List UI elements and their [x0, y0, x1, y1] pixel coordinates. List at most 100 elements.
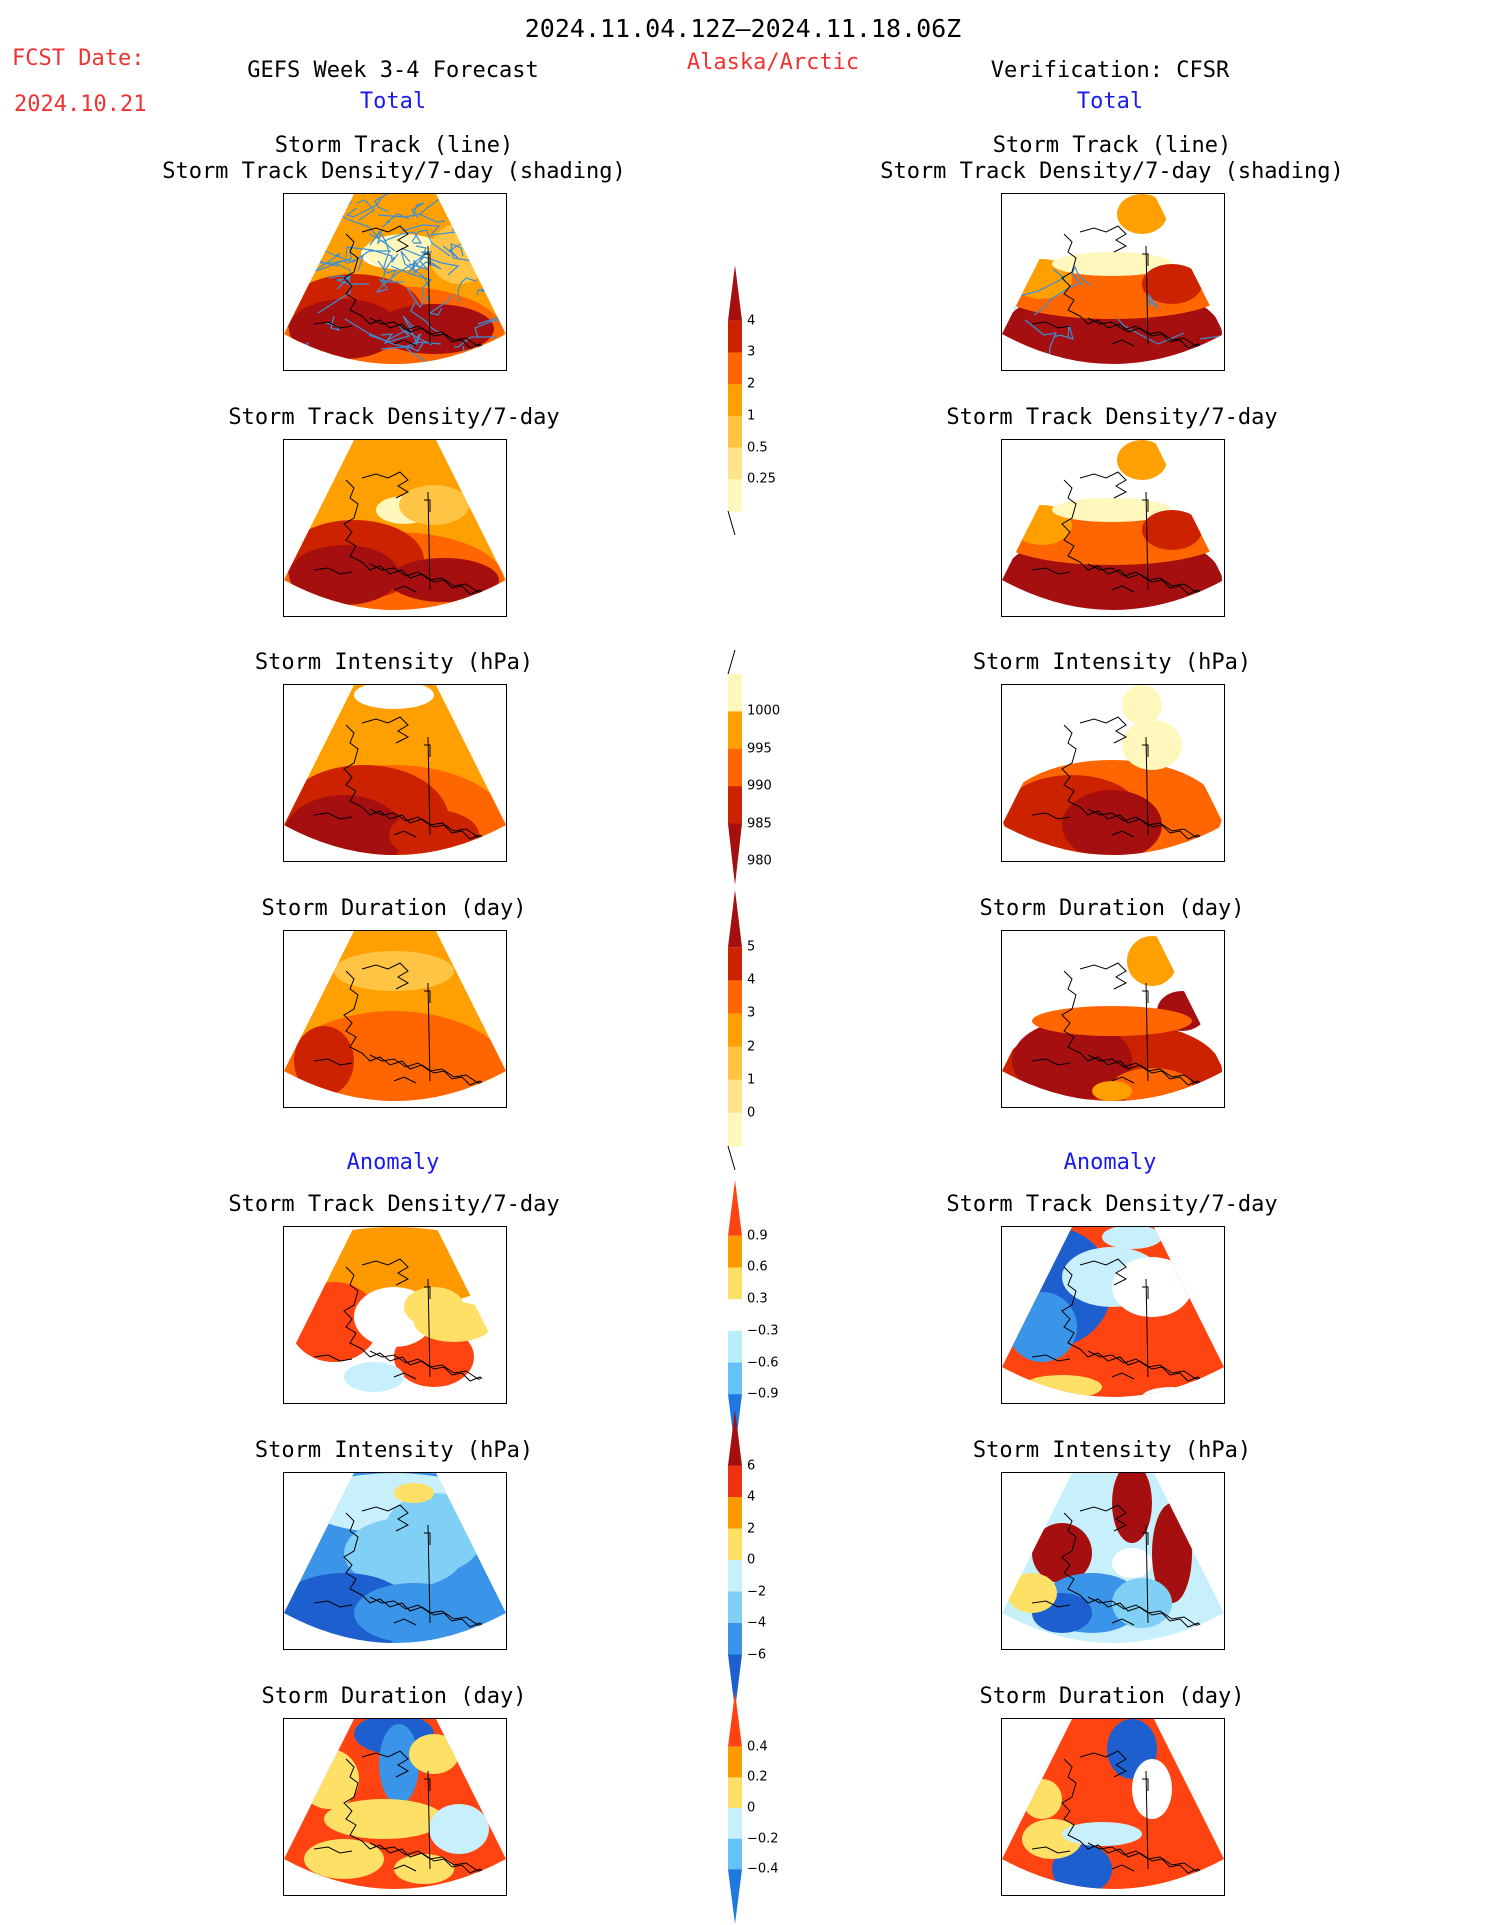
colorbar-tick-label: −0.9 — [747, 1386, 779, 1402]
coastline — [1031, 1058, 1071, 1066]
colorbar-swatch — [728, 1777, 742, 1809]
shading-region — [409, 1734, 459, 1774]
coastline — [1111, 830, 1135, 838]
coastline — [1031, 1354, 1071, 1362]
colorbar-tick-label: −0.2 — [747, 1831, 779, 1847]
coastline — [1111, 339, 1135, 347]
shading-region — [1052, 1844, 1112, 1889]
coastline — [393, 585, 417, 593]
panel-title: Storm Track Density/7-day (shading) — [880, 159, 1344, 184]
coastline — [424, 1778, 431, 1791]
coastline — [1087, 1596, 1223, 1632]
storm-track-line — [400, 247, 460, 276]
coastline — [369, 808, 505, 844]
shading-region — [1007, 1573, 1057, 1613]
coastline — [313, 1846, 353, 1854]
storm-track-line — [345, 196, 383, 218]
coastline — [1111, 1618, 1135, 1626]
coastline — [343, 1266, 505, 1390]
verification-map-panel — [1001, 1472, 1225, 1650]
colorbar-tick-label: 4 — [747, 1489, 756, 1505]
colorbar-tick-label: 4 — [747, 313, 756, 329]
storm-track-line — [413, 260, 442, 275]
panel-title: Storm Intensity (hPa) — [972, 1438, 1252, 1463]
colorbar-tick-label: 2 — [747, 1521, 756, 1536]
colorbar-swatch — [728, 352, 742, 385]
coastline — [1087, 563, 1223, 599]
fcst-date-label: FCST Date: — [12, 46, 145, 71]
coastline — [361, 471, 410, 499]
colorbar-swatch — [728, 1623, 742, 1655]
storm-track-line — [380, 324, 411, 345]
storm-track-line — [474, 309, 506, 339]
colorbar-swatch — [728, 1330, 742, 1364]
map-plot — [1002, 685, 1224, 855]
coastline — [427, 736, 431, 836]
shading-region — [1167, 785, 1217, 845]
storm-track-line — [428, 293, 454, 316]
shading-region — [1022, 1375, 1102, 1397]
coastline — [361, 716, 410, 744]
shading-region — [1112, 1578, 1172, 1628]
storm-track-line — [411, 202, 425, 219]
storm-track-line — [377, 213, 446, 223]
coastline — [1079, 1504, 1128, 1532]
coastline — [1111, 1076, 1135, 1084]
colorbar-swatch — [728, 265, 742, 321]
colorbar-tick-label: 0.25 — [747, 471, 776, 487]
coastline — [1079, 962, 1128, 990]
shading-region — [1122, 685, 1162, 725]
storm-track-line — [473, 234, 506, 256]
shading-region — [1112, 1257, 1192, 1317]
colorbar-swatch — [728, 748, 742, 787]
coastline — [427, 1278, 431, 1378]
colorbar-tick-label: 2 — [747, 1039, 756, 1055]
coastline — [424, 499, 431, 512]
colorbar-swatch — [728, 320, 742, 353]
coastline — [343, 970, 505, 1094]
panel-title: Storm Track Density/7-day — [228, 405, 560, 430]
coastline — [369, 1842, 505, 1878]
colorbar-tick-label: 0.9 — [747, 1228, 768, 1244]
colorbar-tick-label: 0.4 — [747, 1739, 768, 1755]
shading-region — [404, 1287, 464, 1327]
storm-track-line — [382, 253, 399, 283]
coastline — [1061, 233, 1223, 357]
coastline — [361, 1504, 410, 1532]
coastline — [313, 321, 353, 329]
colorbar-swatch — [728, 479, 742, 512]
coastline — [1145, 1524, 1149, 1624]
coastline — [1079, 1258, 1128, 1286]
colorbar-tick-label: 3 — [747, 1005, 756, 1021]
colorbar-swatch — [728, 1079, 742, 1114]
colorbar-swatch — [728, 1560, 742, 1592]
storm-track-line — [471, 195, 506, 232]
coastline — [1111, 1372, 1135, 1380]
forecast-map-panel — [283, 193, 507, 371]
storm-track-line — [450, 243, 474, 262]
coastline — [1031, 812, 1071, 820]
coastline — [313, 567, 353, 575]
colorbar-swatch — [728, 1410, 742, 1466]
colorbar-swatch — [728, 1654, 742, 1710]
colorbar-swatch — [728, 1497, 742, 1529]
panel-title: Storm Duration (day) — [261, 896, 527, 921]
colorbar-tick-label: 5 — [747, 939, 756, 955]
colorbar-swatch — [728, 447, 742, 480]
colorbar-swatch — [728, 1591, 742, 1624]
shading-region — [1022, 1779, 1062, 1819]
shading-region — [1062, 1822, 1142, 1846]
storm-track-line — [317, 283, 369, 314]
colorbar-swatch — [728, 674, 742, 712]
coastline — [343, 724, 505, 848]
storm-track-line — [383, 256, 425, 285]
verification-map-panel — [1001, 1226, 1225, 1404]
shading-region — [1142, 510, 1202, 550]
coastline — [424, 990, 431, 1003]
storm-track-line — [401, 224, 457, 236]
coastline — [313, 812, 353, 820]
shading-region — [1007, 1292, 1077, 1362]
coastline — [1031, 567, 1071, 575]
forecast-map-panel — [283, 1226, 507, 1404]
map-plot — [284, 440, 506, 610]
